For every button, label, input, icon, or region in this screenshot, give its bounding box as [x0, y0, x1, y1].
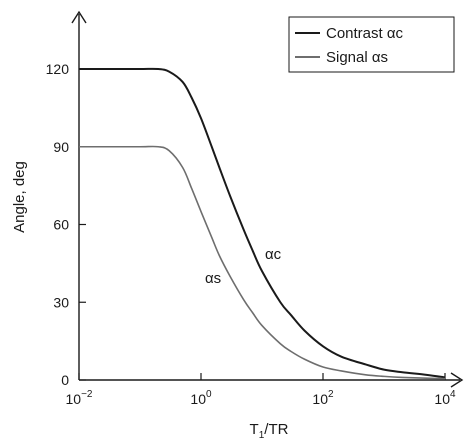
axes [71, 10, 464, 388]
y-tick-label: 90 [53, 139, 69, 155]
x-axis-arrow [450, 372, 464, 388]
x-tick-base: 10 [190, 391, 206, 407]
legend-box [288, 16, 455, 73]
y-ticks: 0 30 60 90 120 [46, 61, 86, 388]
legend: Contrast αc Signal αs [288, 16, 455, 73]
legend-label-signal: Signal αs [326, 49, 388, 66]
x-axis-title-main: T [250, 421, 259, 438]
legend-label-contrast: Contrast αc [326, 25, 404, 42]
series-line-signal [79, 145, 446, 380]
x-tick-exponent: 2 [328, 389, 334, 400]
x-axis-title: T1/TR [250, 421, 289, 441]
x-tick-label: 100 [190, 389, 212, 407]
x-tick-label: 10−2 [66, 389, 93, 407]
y-tick-label: 120 [46, 61, 70, 77]
x-tick-exponent: −2 [81, 389, 93, 400]
annotation-contrast: αc [265, 246, 282, 263]
x-tick-base: 10 [312, 391, 328, 407]
x-tick-label: 102 [312, 389, 334, 407]
x-tick-exponent: 4 [450, 389, 456, 400]
x-tick-base: 10 [66, 391, 82, 407]
y-axis-title: Angle, deg [11, 161, 28, 233]
x-axis-title-subscript: 1 [259, 430, 265, 441]
x-tick-label: 104 [434, 389, 456, 407]
annotation-signal: αs [205, 270, 221, 287]
series-line-contrast [79, 67, 446, 379]
y-tick-label: 30 [53, 294, 69, 310]
y-axis-arrow [71, 10, 87, 24]
x-ticks: 10−2 100 102 104 [66, 373, 456, 407]
y-tick-label: 60 [53, 217, 69, 233]
series-layer [79, 67, 446, 380]
x-tick-exponent: 0 [206, 389, 212, 400]
x-tick-base: 10 [434, 391, 450, 407]
y-tick-label: 0 [61, 372, 69, 388]
x-axis-title-rest: /TR [264, 421, 288, 438]
